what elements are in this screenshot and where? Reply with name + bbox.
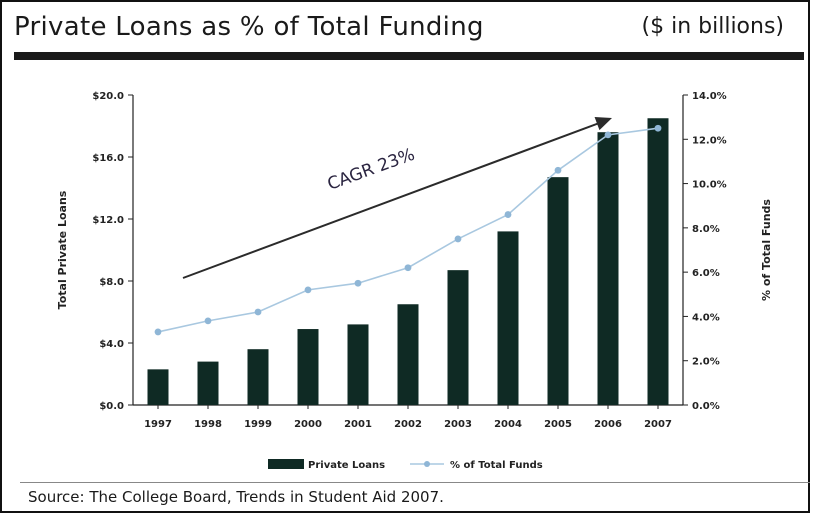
chart-title: Private Loans as % of Total Funding	[14, 12, 484, 42]
x-tick-label: 1999	[244, 419, 272, 430]
percent-point	[554, 166, 562, 174]
y2-tick-label: 8.0%	[692, 224, 720, 235]
y-tick-label: $20.0	[92, 91, 124, 102]
percent-point	[454, 235, 462, 243]
bar	[347, 324, 369, 405]
bar	[197, 361, 219, 405]
x-tick-label: 2006	[594, 419, 622, 430]
x-tick-label: 2000	[294, 419, 322, 430]
source-note: Source: The College Board, Trends in Stu…	[28, 488, 444, 506]
percent-point	[204, 317, 212, 325]
percent-point	[254, 308, 262, 316]
bar	[647, 118, 669, 405]
x-tick-label: 2004	[494, 419, 522, 430]
percent-point	[604, 131, 612, 139]
bar	[597, 132, 619, 405]
legend-label: % of Total Funds	[450, 460, 543, 471]
percent-point	[154, 328, 162, 336]
chart-svg: $0.0 $4.0 $8.0 $12.0 $16.0 $20.0 0.0% 2.0% 4.0% 6…	[56, 91, 773, 471]
y2-axis-title: % of Total Funds	[760, 199, 773, 301]
y-tick-label: $12.0	[92, 215, 124, 226]
units-label: ($ in billions)	[641, 14, 784, 39]
y-tick-label: $4.0	[99, 339, 124, 350]
legend-label: Private Loans	[308, 460, 385, 471]
x-tick-label: 1997	[144, 419, 172, 430]
cagr-arrow-head	[594, 117, 612, 131]
y2-tick-label: 6.0%	[692, 268, 720, 279]
percent-point	[404, 264, 412, 272]
x-tick-label: 1998	[194, 419, 222, 430]
cagr-annotation: CAGR 23%	[325, 145, 418, 195]
y-tick-label: $8.0	[99, 277, 124, 288]
y-tick-label: $0.0	[99, 401, 124, 412]
percent-point	[504, 211, 512, 218]
legend-swatch-bar	[268, 459, 304, 469]
y2-tick-label: 0.0%	[692, 401, 720, 412]
plot-area: $0.0 $4.0 $8.0 $12.0 $16.0 $20.0 0.0% 2.0% 4.0% 6…	[92, 91, 726, 471]
x-tick-label: 2001	[344, 419, 372, 430]
y-tick-label: $16.0	[92, 153, 124, 164]
bar	[497, 231, 519, 405]
bar	[147, 369, 169, 405]
y-axis-title: Total Private Loans	[56, 190, 69, 309]
y2-tick-label: 14.0%	[692, 91, 727, 102]
y2-tick-label: 12.0%	[692, 135, 727, 146]
y2-tick-label: 2.0%	[692, 357, 720, 368]
title-rule	[14, 52, 804, 60]
bar	[297, 329, 319, 405]
source-rule	[20, 482, 810, 483]
bar	[397, 304, 419, 405]
legend-swatch-marker	[424, 461, 430, 467]
x-tick-label: 2003	[444, 419, 472, 430]
y2-tick-label: 4.0%	[692, 312, 720, 323]
percent-point	[654, 124, 662, 132]
bar	[447, 270, 469, 405]
x-tick-label: 2007	[644, 419, 672, 430]
bar	[247, 349, 269, 405]
cagr-arrow-shaft	[182, 121, 603, 279]
bar	[547, 177, 569, 405]
percent-point	[304, 286, 312, 294]
percent-point	[354, 279, 362, 287]
y2-tick-label: 10.0%	[692, 180, 727, 191]
x-tick-label: 2002	[394, 419, 422, 430]
x-tick-label: 2005	[544, 419, 572, 430]
